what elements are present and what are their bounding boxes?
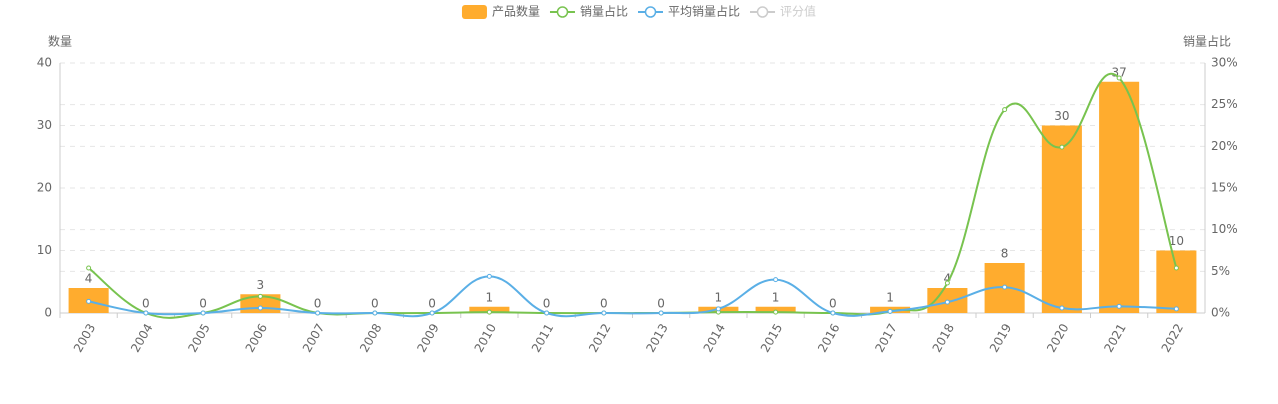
- line-point: [773, 277, 779, 283]
- x-tick-label: 2012: [586, 321, 613, 354]
- legend-swatch: [756, 6, 769, 18]
- y2-tick-label: 5%: [1211, 264, 1230, 278]
- data-label: 1: [486, 290, 494, 304]
- y-tick-label: 20: [37, 181, 52, 195]
- data-label: 0: [657, 297, 665, 311]
- line-point: [1002, 107, 1008, 113]
- bar: [1041, 125, 1082, 313]
- line-point: [257, 293, 263, 299]
- y-axis-title: 数量: [48, 34, 72, 49]
- line-point: [372, 310, 378, 316]
- line-point: [601, 310, 607, 316]
- x-tick-label: 2017: [872, 321, 899, 354]
- x-tick-label: 2013: [643, 321, 670, 354]
- line-point: [257, 305, 263, 311]
- line: [88, 275, 1177, 318]
- data-label: 1: [886, 290, 894, 304]
- line-point: [887, 308, 893, 314]
- line-point: [1116, 75, 1122, 81]
- data-label: 0: [600, 297, 608, 311]
- y2-axis-title: 销量占比: [1183, 34, 1231, 49]
- data-label: 0: [199, 297, 207, 311]
- y-tick-label: 0: [44, 306, 52, 320]
- line-point: [658, 310, 664, 316]
- line-point: [86, 265, 92, 271]
- x-tick-label: 2020: [1044, 321, 1071, 354]
- y-tick-label: 40: [37, 56, 52, 70]
- y-tick-label: 10: [37, 243, 52, 257]
- x-tick-label: 2015: [758, 321, 785, 354]
- x-tick-label: 2021: [1101, 321, 1128, 354]
- line-point: [1059, 144, 1065, 150]
- data-label: 1: [715, 290, 723, 304]
- x-tick-label: 2018: [930, 321, 957, 354]
- x-tick-label: 2008: [357, 321, 384, 354]
- line-point: [315, 310, 321, 316]
- line-point: [1173, 265, 1179, 271]
- line-point: [715, 306, 721, 312]
- legend-label: 评分值: [780, 4, 816, 19]
- x-tick-label: 2010: [472, 321, 499, 354]
- data-label: 0: [142, 297, 150, 311]
- data-label: 3: [257, 278, 265, 292]
- x-tick-label: 2003: [71, 321, 98, 354]
- line-point: [1173, 306, 1179, 312]
- line-point: [1002, 284, 1008, 290]
- y2-tick-label: 15%: [1211, 181, 1238, 195]
- line-point: [86, 298, 92, 304]
- y2-tick-label: 30%: [1211, 56, 1238, 70]
- line-point: [486, 273, 492, 279]
- data-label: 4: [85, 272, 93, 286]
- data-label: 1: [772, 290, 780, 304]
- x-tick-label: 2011: [529, 321, 556, 354]
- data-label: 4: [944, 272, 952, 286]
- legend: 产品数量 销量占比 平均销量占比 评分值: [461, 4, 816, 19]
- bar: [1156, 250, 1197, 313]
- y2-tick-label: 0%: [1211, 306, 1230, 320]
- y2-tick-label: 25%: [1211, 97, 1238, 111]
- line-point: [143, 310, 149, 316]
- x-tick-label: 2014: [701, 321, 728, 354]
- x-tick-label: 2022: [1159, 321, 1186, 354]
- x-tick-label: 2005: [185, 321, 212, 354]
- x-tick-label: 2007: [300, 321, 327, 354]
- x-tick-label: 2016: [815, 321, 842, 354]
- legend-swatch: [461, 5, 487, 19]
- line-point: [486, 309, 492, 315]
- y2-tick-label: 20%: [1211, 139, 1238, 153]
- data-label: 0: [829, 297, 837, 311]
- data-label: 0: [314, 297, 322, 311]
- data-label: 8: [1001, 247, 1009, 261]
- legend-label: 产品数量: [492, 4, 540, 19]
- data-label: 0: [371, 297, 379, 311]
- line-point: [944, 280, 950, 286]
- y-tick-label: 30: [37, 118, 52, 132]
- line-point: [830, 310, 836, 316]
- data-label: 30: [1054, 109, 1069, 123]
- data-label: 0: [543, 297, 551, 311]
- legend-label: 平均销量占比: [668, 4, 740, 19]
- legend-swatch: [556, 6, 569, 18]
- x-tick-label: 2009: [414, 321, 441, 354]
- data-label: 0: [428, 297, 436, 311]
- legend-swatch: [644, 6, 657, 18]
- line-point: [944, 299, 950, 305]
- line-point: [773, 309, 779, 315]
- x-tick-label: 2004: [128, 321, 155, 354]
- y2-tick-label: 10%: [1211, 222, 1238, 236]
- line-point: [429, 310, 435, 316]
- x-tick-label: 2019: [987, 321, 1014, 354]
- line-point: [1116, 303, 1122, 309]
- legend-label: 销量占比: [580, 4, 628, 19]
- bar: [1099, 81, 1140, 313]
- line-point: [1059, 305, 1065, 311]
- line-point: [200, 310, 206, 316]
- line-point: [544, 310, 550, 316]
- data-label: 10: [1169, 234, 1184, 248]
- x-tick-label: 2006: [243, 321, 270, 354]
